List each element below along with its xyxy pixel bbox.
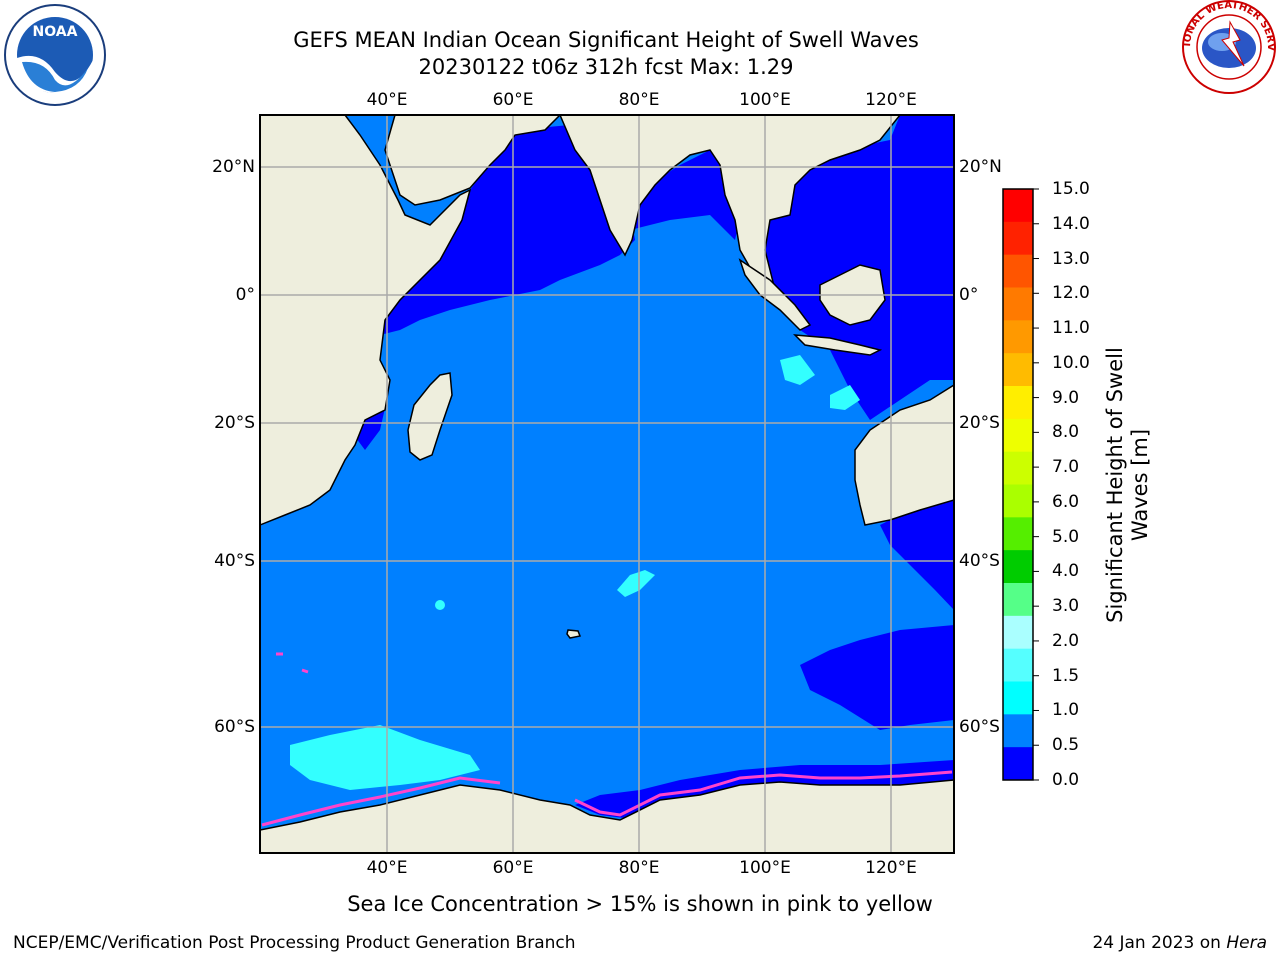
colorbar (1003, 188, 1039, 781)
lon-label-bottom-40e: 40°E (366, 858, 408, 878)
colorbar-tick-label: 5.0 (1052, 526, 1080, 547)
colorbar-swatch (1003, 714, 1033, 748)
colorbar-tick-label: 1.0 (1052, 700, 1080, 721)
footer-date-text: 24 Jan 2023 on (1092, 933, 1221, 953)
colorbar-label-line1: Significant Height of Swell (1103, 347, 1127, 623)
colorbar-tick-label: 1.5 (1052, 665, 1080, 686)
colorbar-swatch (1003, 583, 1033, 617)
colorbar-swatch (1003, 648, 1033, 682)
sea-ice-edge (261, 652, 953, 827)
lon-label-top-60e: 60°E (492, 90, 534, 110)
colorbar-swatch (1003, 189, 1033, 223)
lat-label-left-40s: 40°S (214, 551, 255, 571)
colorbar-swatch (1003, 550, 1033, 584)
colorbar-swatch (1003, 287, 1033, 321)
colorbar-swatch (1003, 386, 1033, 420)
lon-label-bottom-60e: 60°E (492, 858, 534, 878)
nws-logo: NATIONAL WEATHER SERVICE (0, 0, 1276, 94)
colorbar-tick-label: 0.0 (1052, 770, 1080, 790)
lat-label-left-20s: 20°S (214, 413, 255, 433)
lat-label-right-60s: 60°S (959, 717, 1000, 737)
colorbar-tick-label: 3.0 (1052, 596, 1080, 617)
graticule (260, 115, 954, 853)
colorbar-swatch (1003, 747, 1033, 781)
colorbar-tick-label: 13.0 (1052, 248, 1090, 269)
map-area (260, 115, 954, 853)
chart-title: GEFS MEAN Indian Ocean Significant Heigh… (293, 28, 919, 52)
colorbar-tick-label: 6.0 (1052, 491, 1080, 512)
colorbar-tick-label: 9.0 (1052, 387, 1080, 408)
lat-label-right-40s: 40°S (959, 551, 1000, 571)
nws-logo-text: NATIONAL WEATHER SERVICE (0, 0, 1276, 51)
lat-label-left-0: 0° (235, 285, 255, 305)
colorbar-frame (1002, 188, 1034, 781)
colorbar-tick-label: 4.0 (1052, 561, 1080, 582)
colorbar-tick-label: 11.0 (1052, 318, 1090, 339)
lon-label-top-40e: 40°E (366, 90, 408, 110)
footer-date: 24 Jan 2023 on Hera (1092, 933, 1267, 953)
lat-label-left-60s: 60°S (214, 717, 255, 737)
lon-label-bottom-100e: 100°E (739, 858, 791, 878)
colorbar-swatch (1003, 517, 1033, 551)
colorbar-swatch (1003, 221, 1033, 256)
colorbar-tick-label: 10.0 (1052, 352, 1090, 373)
colorbar-tick-label: 7.0 (1052, 457, 1080, 478)
lon-label-top-80e: 80°E (618, 90, 660, 110)
colorbar-swatch (1003, 451, 1033, 485)
colorbar-swatch (1003, 484, 1033, 518)
colorbar-label-line2: Waves [m] (1128, 428, 1152, 542)
noaa-logo-text: NOAA (33, 24, 78, 40)
chart-subtitle: 20230122 t06z 312h fcst Max: 1.29 (418, 55, 794, 79)
light-swell-regions (290, 355, 860, 790)
lat-label-right-0: 0° (959, 285, 979, 305)
colorbar-swatch (1003, 254, 1033, 288)
colorbar-tick-label: 8.0 (1052, 422, 1080, 443)
lon-label-bottom-80e: 80°E (618, 858, 660, 878)
colorbar-swatch (1003, 418, 1033, 453)
noaa-logo: NOAA (4, 4, 106, 106)
colorbar-tick-label: 0.5 (1052, 735, 1080, 756)
colorbar-tick-label: 15.0 (1052, 179, 1090, 199)
svg-text:NATIONAL WEATHER SERVICE: NATIONAL WEATHER SERVICE (0, 0, 1276, 51)
colorbar-swatch (1003, 615, 1033, 650)
lon-label-top-100e: 100°E (739, 90, 791, 110)
colorbar-tick-label: 2.0 (1052, 630, 1080, 651)
lon-label-bottom-120e: 120°E (865, 858, 917, 878)
map-frame (259, 114, 955, 854)
footer-machine: Hera (1226, 933, 1267, 953)
lat-label-right-20n: 20°N (959, 157, 1002, 177)
lon-label-top-120e: 120°E (865, 90, 917, 110)
colorbar-swatch (1003, 681, 1033, 715)
colorbar-swatch (1003, 353, 1033, 387)
sea-ice-caption: Sea Ice Concentration > 15% is shown in … (347, 892, 933, 916)
colorbar-tick-label: 12.0 (1052, 283, 1090, 304)
footer-branch: NCEP/EMC/Verification Post Processing Pr… (13, 933, 576, 953)
lat-label-left-20n: 20°N (212, 157, 255, 177)
deep-swell-regions (350, 115, 954, 820)
lat-label-right-20s: 20°S (959, 413, 1000, 433)
colorbar-swatch (1003, 320, 1033, 354)
colorbar-tick-label: 14.0 (1052, 213, 1090, 234)
